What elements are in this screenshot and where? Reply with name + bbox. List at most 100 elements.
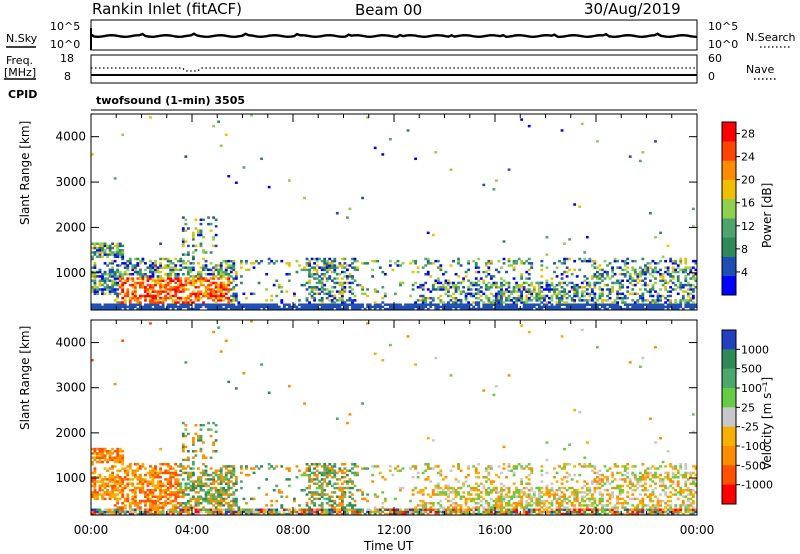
heatmap-cell	[144, 512, 147, 516]
heatmap-cell	[436, 482, 440, 485]
heatmap-cell	[497, 270, 501, 274]
heatmap-cell	[154, 305, 157, 309]
heatmap-cell	[227, 296, 231, 300]
heatmap-cell	[222, 259, 226, 263]
heatmap-cell	[684, 290, 688, 293]
heatmap-cell	[169, 296, 173, 300]
heatmap-cell	[325, 469, 329, 472]
heatmap-cell	[93, 458, 97, 462]
heatmap-cell	[441, 512, 445, 516]
heatmap-cell	[156, 299, 160, 302]
heatmap-cell	[184, 484, 188, 488]
heatmap-cell	[573, 290, 577, 293]
heatmap-cell	[149, 510, 152, 514]
heatmap-cell	[573, 497, 577, 501]
heatmap-cell	[525, 307, 529, 311]
heatmap-cell	[550, 288, 554, 291]
heatmap-cell	[522, 305, 526, 309]
heatmap-cell	[530, 497, 534, 501]
heatmap-cell	[449, 305, 453, 309]
heatmap-cell	[202, 218, 205, 222]
heatmap-cell	[227, 277, 231, 280]
heatmap-cell	[474, 486, 478, 490]
heatmap-cell	[353, 294, 357, 298]
heatmap-cell	[633, 270, 637, 274]
heatmap-cell	[136, 272, 140, 276]
heatmap-cell	[459, 290, 463, 293]
heatmap-cell	[356, 268, 359, 272]
heatmap-cell	[575, 499, 579, 503]
heatmap-cell	[638, 159, 642, 163]
heatmap-cell	[343, 495, 347, 498]
heatmap-cell	[651, 303, 655, 306]
heatmap-cell	[156, 277, 160, 280]
heatmap-cell	[171, 268, 175, 272]
heatmap-cell	[202, 484, 205, 488]
heatmap-cell	[563, 506, 566, 509]
heatmap-cell	[318, 497, 322, 501]
heatmap-cell	[467, 292, 471, 296]
heatmap-cell	[103, 279, 107, 282]
heatmap-cell	[98, 510, 102, 514]
heatmap-cell	[333, 469, 337, 472]
heatmap-cell	[245, 268, 248, 272]
heatmap-cell	[434, 356, 438, 360]
heatmap-cell	[270, 465, 274, 468]
heatmap-cell	[113, 292, 117, 296]
heatmap-cell	[156, 510, 160, 514]
heatmap-cell	[548, 493, 551, 496]
heatmap-cell	[436, 491, 440, 494]
heatmap-cell	[217, 299, 221, 302]
heatmap-cell	[585, 465, 589, 468]
heatmap-cell	[457, 305, 460, 309]
heatmap-cell	[111, 491, 115, 494]
heatmap-cell	[474, 469, 478, 472]
heatmap-cell	[179, 465, 183, 468]
heatmap-cell	[694, 279, 698, 282]
heatmap-cell	[681, 268, 685, 272]
heatmap-cell	[247, 305, 251, 309]
heatmap-cell	[497, 512, 501, 516]
heatmap-cell	[310, 508, 314, 511]
heatmap-cell	[151, 272, 155, 276]
heatmap-cell	[212, 471, 216, 475]
heatmap-cell	[580, 328, 584, 332]
heatmap-cell	[391, 305, 395, 309]
heatmap-cell	[462, 482, 465, 485]
heatmap-cell	[474, 512, 478, 516]
heatmap-cell	[113, 458, 117, 462]
heatmap-cell	[348, 275, 352, 278]
heatmap-cell	[101, 460, 104, 464]
heatmap-cell	[462, 303, 465, 306]
heatmap-cell	[103, 484, 107, 488]
heatmap-cell	[144, 502, 147, 505]
heatmap-cell	[156, 266, 160, 269]
heatmap-cell	[197, 482, 200, 485]
nsky-series-line	[90, 32, 698, 39]
heatmap-cell	[169, 495, 173, 498]
heatmap-cell	[138, 277, 142, 280]
heatmap-cell	[601, 473, 604, 477]
heatmap-cell	[275, 510, 279, 514]
heatmap-cell	[318, 307, 322, 311]
heatmap-cell	[436, 512, 440, 516]
heatmap-cell	[133, 502, 137, 505]
heatmap-cell	[515, 504, 519, 507]
heatmap-cell	[118, 255, 122, 259]
heatmap-cell	[568, 305, 572, 309]
heatmap-cell	[333, 465, 337, 468]
heatmap-cell	[227, 502, 231, 505]
heatmap-cell	[467, 307, 471, 311]
heatmap-cell	[575, 508, 579, 511]
heatmap-cell	[116, 301, 120, 304]
heatmap-cell	[333, 281, 337, 285]
heatmap-cell	[308, 508, 311, 511]
heatmap-cell	[179, 504, 183, 507]
heatmap-cell	[659, 231, 662, 235]
heatmap-cell	[118, 480, 122, 483]
heatmap-cell	[103, 281, 107, 285]
heatmap-cell	[601, 508, 604, 511]
heatmap-cell	[459, 305, 463, 309]
heatmap-cell	[151, 506, 155, 509]
heatmap-cell	[588, 257, 592, 261]
